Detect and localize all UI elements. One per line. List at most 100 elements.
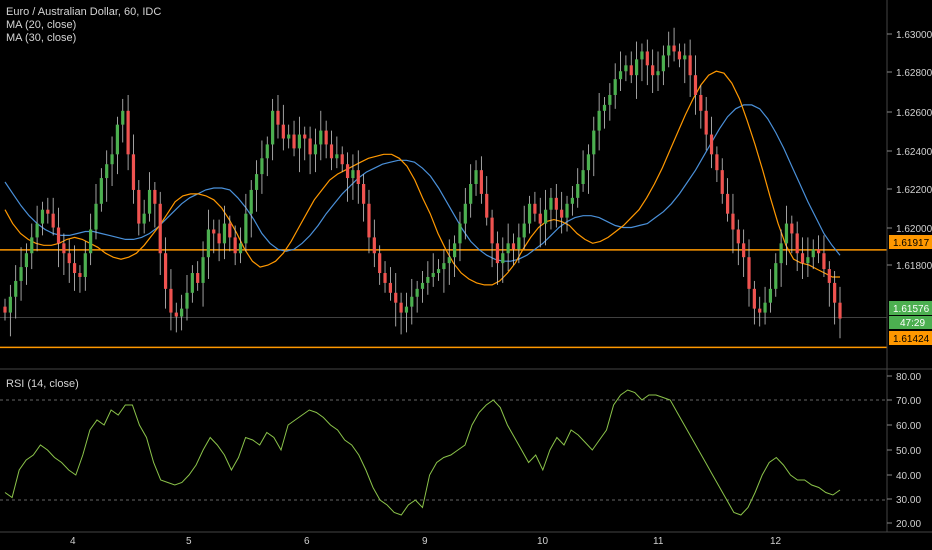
- candle-up: [613, 79, 617, 95]
- candle-up: [351, 170, 355, 179]
- candle-down: [329, 144, 334, 159]
- candle-down: [490, 217, 494, 244]
- candle-up: [287, 134, 291, 139]
- candle-down: [228, 223, 232, 238]
- axes: [0, 0, 932, 533]
- candle-down: [699, 94, 703, 111]
- candle-up: [8, 296, 12, 313]
- last-price-value: 1.61576: [893, 304, 930, 315]
- price-tick: 1.62200: [896, 185, 932, 196]
- candle-down: [51, 213, 55, 228]
- candle-down: [72, 263, 77, 274]
- time-tick: 6: [304, 536, 310, 547]
- candle-up: [549, 197, 553, 210]
- candle-down: [372, 237, 376, 254]
- time-tick: 11: [653, 536, 664, 547]
- candle-up: [683, 55, 687, 60]
- candle-down: [394, 292, 398, 303]
- candle-down: [345, 164, 350, 179]
- candle-up: [40, 209, 45, 224]
- candle-down: [46, 209, 50, 214]
- candle-down: [324, 130, 328, 145]
- candle-up: [14, 280, 18, 297]
- price-tick: 1.62000: [896, 224, 932, 235]
- candle-up: [30, 237, 34, 254]
- rsi-path: [4, 389, 841, 516]
- candle-down: [378, 253, 382, 274]
- candle-up: [89, 229, 93, 254]
- candle-up: [634, 59, 639, 76]
- candle-down: [795, 233, 799, 254]
- candle-down: [790, 223, 794, 234]
- candle-up: [185, 292, 189, 309]
- candle-down: [78, 273, 82, 277]
- candle-up: [618, 71, 623, 80]
- candle-down: [747, 257, 751, 289]
- candle-down: [356, 170, 360, 184]
- rsi-legend: RSI (14, close): [6, 378, 79, 391]
- candle-up: [260, 158, 264, 175]
- candle-down: [303, 134, 307, 139]
- candle-up: [640, 51, 644, 60]
- candle-down: [533, 203, 537, 214]
- rsi-tick: 20.00: [896, 519, 921, 530]
- rsi-tick: 50.00: [896, 446, 921, 457]
- candle-down: [651, 65, 655, 76]
- candle-down: [67, 253, 71, 264]
- candle-up: [624, 65, 628, 72]
- candle-down: [677, 51, 682, 60]
- candle-up: [206, 229, 211, 258]
- candle-up: [774, 263, 778, 289]
- ma30-label[interactable]: MA (30, close): [6, 32, 77, 44]
- candle-up: [608, 94, 612, 105]
- candle-up: [661, 55, 665, 72]
- candle-down: [153, 189, 157, 204]
- candle-up: [410, 296, 414, 307]
- candle-up: [297, 134, 301, 149]
- candle-up: [24, 253, 29, 268]
- ma30-line: [4, 104, 841, 262]
- rsi-tick: 80.00: [896, 372, 921, 383]
- candle-down: [731, 213, 735, 230]
- candle-down: [560, 209, 564, 218]
- candle-down: [816, 249, 821, 254]
- candle-down: [752, 288, 756, 309]
- candle-down: [720, 170, 724, 194]
- candle-up: [565, 203, 569, 218]
- candle-down: [3, 306, 7, 313]
- candle-up: [431, 273, 435, 277]
- candle-up: [447, 257, 451, 264]
- price-tick: 1.62400: [896, 147, 932, 158]
- time-tick: 12: [770, 536, 782, 547]
- candle-down: [822, 253, 826, 270]
- ma20-label[interactable]: MA (20, close): [6, 19, 77, 31]
- candle-down: [827, 269, 831, 283]
- candle-up: [463, 203, 467, 224]
- horizontal-levels[interactable]: [0, 249, 887, 349]
- candle-up: [779, 243, 783, 264]
- price-tick: 1.63000: [896, 30, 932, 41]
- candle-down: [276, 110, 280, 125]
- candle-down: [399, 302, 403, 313]
- candle-down: [340, 154, 344, 165]
- candles: [3, 27, 842, 339]
- candle-up: [105, 164, 109, 179]
- candle-up: [763, 302, 767, 313]
- upper-level-tag[interactable]: 1.61917: [889, 235, 932, 249]
- candle-up: [458, 223, 462, 244]
- candle-down: [672, 45, 676, 52]
- candle-up: [238, 243, 243, 254]
- rsi-axis: 80.00 70.00 60.00 50.00 40.00 30.00 20.0…: [896, 372, 921, 530]
- candle-up: [768, 288, 773, 303]
- lower-level-tag[interactable]: 1.61424: [889, 331, 932, 345]
- time-tick: 9: [422, 536, 428, 547]
- symbol-title[interactable]: Euro / Australian Dollar, 60, IDC: [6, 6, 162, 18]
- candle-down: [511, 243, 516, 250]
- candle-up: [576, 184, 580, 198]
- rsi-label[interactable]: RSI (14, close): [6, 378, 79, 390]
- candle-down: [131, 154, 136, 190]
- candle-down: [725, 193, 730, 214]
- time-tick: 10: [537, 536, 549, 547]
- candle-up: [35, 223, 39, 238]
